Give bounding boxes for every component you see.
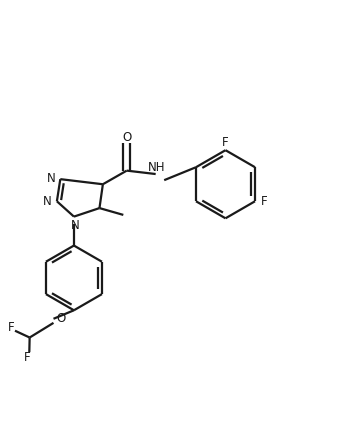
- Text: F: F: [222, 136, 229, 149]
- Text: F: F: [261, 195, 268, 208]
- Text: N: N: [70, 219, 79, 232]
- Text: N: N: [43, 195, 52, 209]
- Text: N: N: [47, 172, 55, 185]
- Text: F: F: [24, 352, 30, 365]
- Text: O: O: [56, 312, 66, 324]
- Text: NH: NH: [148, 162, 166, 174]
- Text: F: F: [8, 321, 14, 334]
- Text: O: O: [122, 131, 132, 144]
